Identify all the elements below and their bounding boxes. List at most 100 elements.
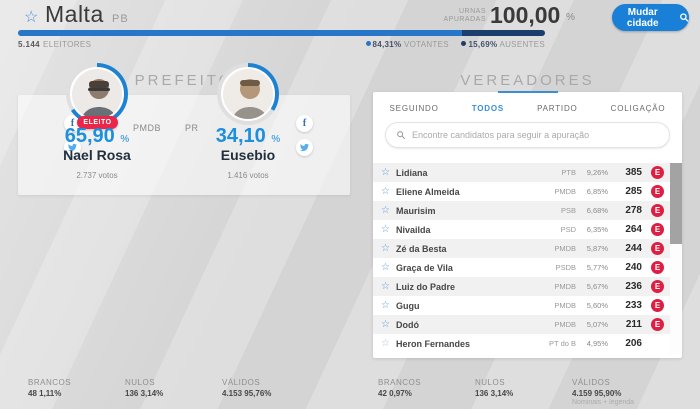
favorite-city-star-icon[interactable]: ☆ [24, 9, 39, 26]
stat-note: Nominais + legenda [572, 399, 635, 406]
vereador-percent: 5,60% [586, 301, 608, 310]
vereadores-title: VEREADORES [460, 72, 595, 89]
stat-brancos-prefeito: BRANCOS 48 1,11% [28, 378, 123, 398]
follow-star-icon[interactable]: ☆ [381, 243, 390, 254]
vereador-party: PSD [560, 225, 576, 234]
vereador-votes: 211 [625, 319, 642, 330]
stat-value: 42 0,97% [378, 389, 412, 398]
vereador-row[interactable]: ☆ Zé da Besta PMDB 5,87% 244 E [373, 239, 670, 258]
stat-label: VÁLIDOS [572, 378, 611, 387]
ausentes-segment [462, 30, 545, 36]
facebook-icon[interactable]: f [64, 115, 81, 132]
turnout-legend: 84,31% VOTANTES 15,69% AUSENTES [300, 40, 545, 49]
ausentes-pct: 15,69% [468, 40, 498, 49]
vereador-party: PTB [561, 168, 576, 177]
vereador-row[interactable]: ☆ Lidiana PTB 9,26% 385 E [373, 163, 670, 182]
elected-badge: E [651, 204, 664, 217]
elected-badge: ELEITO [77, 116, 118, 129]
vereador-party: PMDB [554, 320, 576, 329]
candidate-search-box[interactable] [385, 122, 670, 148]
vereador-row[interactable]: ☆ Eliene Almeida PMDB 6,85% 285 E [373, 182, 670, 201]
facebook-glyph: f [70, 118, 75, 129]
stat-value: 48 1,11% [28, 389, 62, 398]
vereador-name: Luiz do Padre [396, 281, 456, 292]
candidate-party: PR [185, 123, 199, 133]
vereador-party: PMDB [554, 301, 576, 310]
vereador-party: PSDB [555, 263, 576, 272]
follow-star-icon[interactable]: ☆ [381, 338, 390, 349]
follow-star-icon[interactable]: ☆ [381, 205, 390, 216]
vereador-row[interactable]: ☆ Dodó PMDB 5,07% 211 E [373, 315, 670, 334]
elected-badge: E [651, 242, 664, 255]
vereador-percent: 5,87% [586, 244, 608, 253]
vereador-party: PSB [560, 206, 576, 215]
stat-validos-vereadores: VÁLIDOS 4.159 95,90% Nominais + legenda [572, 378, 667, 406]
vereador-name: Zé da Besta [396, 243, 447, 254]
tab-partido[interactable]: PARTIDO [537, 103, 578, 113]
list-scrollbar-thumb[interactable] [670, 163, 682, 244]
city-name: Malta [45, 1, 104, 27]
candidate-search-input[interactable] [412, 130, 659, 140]
candidate-photo-ring [217, 63, 279, 125]
candidate-photo-ring [66, 63, 128, 125]
vereador-name: Maurisim [396, 205, 436, 216]
vereador-row[interactable]: ☆ Gugu PMDB 5,60% 233 E [373, 296, 670, 315]
vereador-votes: 236 [625, 281, 642, 292]
electors-value: 5.144 [18, 40, 41, 49]
vereador-name: Lidiana [396, 167, 428, 178]
follow-star-icon[interactable]: ☆ [381, 300, 390, 311]
stat-value: 4.159 95,90% [572, 389, 622, 398]
tab-seguindo[interactable]: SEGUINDO [389, 103, 439, 113]
change-city-button[interactable]: Mudar cidade [612, 4, 689, 31]
tab-coligacao[interactable]: COLIGAÇÃO [610, 103, 666, 113]
follow-star-icon[interactable]: ☆ [381, 167, 390, 178]
twitter-icon[interactable] [296, 139, 313, 156]
urnas-apuradas-unit: % [566, 12, 575, 23]
follow-star-icon[interactable]: ☆ [381, 262, 390, 273]
follow-star-icon[interactable]: ☆ [381, 281, 390, 292]
twitter-bird-glyph [300, 143, 309, 152]
stat-label: BRANCOS [378, 378, 422, 387]
twitter-bird-glyph [68, 143, 77, 152]
percent-unit: % [271, 134, 281, 145]
vereador-percent: 5,77% [586, 263, 608, 272]
vereador-percent: 4,95% [586, 339, 608, 348]
facebook-icon[interactable]: f [296, 115, 313, 132]
change-city-label: Mudar cidade [626, 6, 659, 29]
vereador-votes: 240 [625, 262, 642, 273]
vereadores-list: ☆ Lidiana PTB 9,26% 385 E ☆ Eliene Almei… [373, 163, 670, 353]
vereador-votes: 244 [625, 243, 642, 254]
percent-value: 34,10 [215, 125, 266, 147]
stat-label: NULOS [125, 378, 156, 387]
stat-label: VÁLIDOS [222, 378, 261, 387]
tab-todos[interactable]: TODOS [471, 103, 505, 113]
stat-brancos-vereadores: BRANCOS 42 0,97% [378, 378, 473, 398]
follow-star-icon[interactable]: ☆ [381, 319, 390, 330]
vereador-party: PMDB [554, 244, 576, 253]
vereador-row[interactable]: ☆ Nivailda PSD 6,35% 264 E [373, 220, 670, 239]
vereador-row[interactable]: ☆ Luiz do Padre PMDB 5,67% 236 E [373, 277, 670, 296]
follow-star-icon[interactable]: ☆ [381, 186, 390, 197]
elected-badge: E [651, 185, 664, 198]
candidate-photo [70, 67, 124, 121]
prefeito-title: PREFEITO [134, 72, 234, 89]
elected-badge: E [651, 280, 664, 293]
vereador-percent: 9,26% [586, 168, 608, 177]
stat-value: 136 3,14% [475, 389, 514, 398]
vereador-row[interactable]: ☆ Heron Fernandes PT do B 4,95% 206 E [373, 334, 670, 353]
elected-badge: E [651, 166, 664, 179]
vereador-name: Nivailda [396, 224, 431, 235]
votantes-label: VOTANTES [403, 40, 449, 49]
vereador-votes: 385 [625, 167, 642, 178]
vereador-row[interactable]: ☆ Graça de Vila PSDB 5,77% 240 E [373, 258, 670, 277]
vereador-party: PT do B [549, 339, 576, 348]
turnout-progress-bar [18, 30, 545, 36]
twitter-icon[interactable] [64, 139, 81, 156]
follow-star-icon[interactable]: ☆ [381, 224, 390, 235]
elected-badge: E [651, 261, 664, 274]
stat-nulos-prefeito: NULOS 136 3,14% [125, 378, 220, 398]
vereador-name: Eliene Almeida [396, 186, 460, 197]
facebook-glyph: f [302, 118, 307, 129]
votantes-dot-icon [365, 41, 371, 46]
vereador-row[interactable]: ☆ Maurisim PSB 6,68% 278 E [373, 201, 670, 220]
